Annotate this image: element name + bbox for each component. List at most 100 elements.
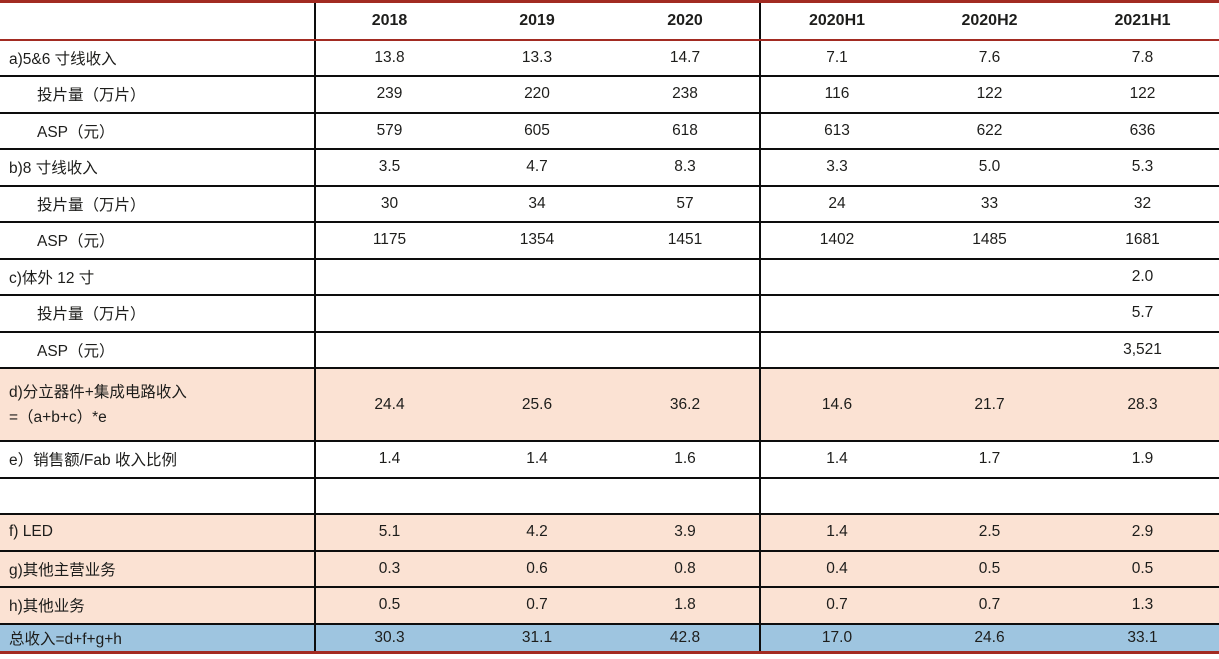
value-cell: 5.3: [1066, 149, 1219, 187]
value-cell: 0.5: [913, 550, 1066, 588]
row-label: d)分立器件+集成电路收入 =（a+b+c）*e: [0, 368, 316, 442]
row-label: f) LED: [0, 514, 316, 552]
table-row: ASP（元） 1175 1354 1451 1402 1485 1681: [0, 222, 1219, 260]
value-cell: 7.1: [760, 39, 913, 77]
value-cell: 34: [463, 185, 611, 223]
value-cell: [611, 295, 761, 333]
value-cell: 1.6: [611, 441, 761, 479]
value-cell: [913, 477, 1066, 515]
table-row: h)其他业务 0.5 0.7 1.8 0.7 0.7 1.3: [0, 587, 1219, 625]
table-row: 总收入=d+f+g+h 30.3 31.1 42.8 17.0 24.6 33.1: [0, 623, 1219, 653]
value-cell: 1354: [463, 222, 611, 260]
value-cell: 622: [913, 112, 1066, 150]
value-cell: [611, 258, 761, 296]
value-cell: [315, 295, 463, 333]
value-cell: 30.3: [315, 623, 463, 653]
value-cell: [913, 258, 1066, 296]
table-body: a)5&6 寸线收入 13.8 13.3 14.7 7.1 7.6 7.8 投片量（万片） 23…: [0, 39, 1219, 653]
value-cell: 31.1: [463, 623, 611, 653]
column-header-2020h2: 2020H2: [913, 1, 1066, 41]
table-row: 投片量（万片） 30 34 57 24 33 32: [0, 185, 1219, 223]
value-cell: 28.3: [1066, 368, 1219, 442]
value-cell: 2.9: [1066, 514, 1219, 552]
value-cell: 57: [611, 185, 761, 223]
value-cell: 4.2: [463, 514, 611, 552]
table-row: c)体外 12 寸 2.0: [0, 258, 1219, 296]
value-cell: [760, 258, 913, 296]
value-cell: [913, 295, 1066, 333]
value-cell: [463, 295, 611, 333]
table-row: f) LED 5.1 4.2 3.9 1.4 2.5 2.9: [0, 514, 1219, 552]
value-cell: 7.6: [913, 39, 1066, 77]
value-cell: 14.7: [611, 39, 761, 77]
value-cell: 5.7: [1066, 295, 1219, 333]
value-cell: 3.9: [611, 514, 761, 552]
value-cell: 1175: [315, 222, 463, 260]
value-cell: 5.0: [913, 149, 1066, 187]
row-label: 投片量（万片）: [0, 185, 316, 223]
value-cell: 14.6: [760, 368, 913, 442]
value-cell: 122: [913, 76, 1066, 114]
value-cell: 605: [463, 112, 611, 150]
value-cell: 0.4: [760, 550, 913, 588]
value-cell: [463, 331, 611, 369]
row-label: h)其他业务: [0, 587, 316, 625]
value-cell: 238: [611, 76, 761, 114]
value-cell: 1.4: [760, 441, 913, 479]
row-label: ASP（元）: [0, 222, 316, 260]
column-header-2020: 2020: [611, 1, 761, 41]
value-cell: [760, 477, 913, 515]
header-empty-cell: [0, 1, 316, 41]
value-cell: 1485: [913, 222, 1066, 260]
row-label: ASP（元）: [0, 331, 316, 369]
value-cell: 3.3: [760, 149, 913, 187]
row-label: b)8 寸线收入: [0, 149, 316, 187]
column-header-2020h1: 2020H1: [760, 1, 913, 41]
value-cell: 0.7: [760, 587, 913, 625]
value-cell: [315, 331, 463, 369]
value-cell: [611, 331, 761, 369]
row-label: 总收入=d+f+g+h: [0, 623, 316, 653]
table-row: ASP（元） 3,521: [0, 331, 1219, 369]
table-row: [0, 477, 1219, 515]
value-cell: 116: [760, 76, 913, 114]
value-cell: 5.1: [315, 514, 463, 552]
value-cell: 33.1: [1066, 623, 1219, 653]
value-cell: 0.7: [463, 587, 611, 625]
table-row: ASP（元） 579 605 618 613 622 636: [0, 112, 1219, 150]
value-cell: 220: [463, 76, 611, 114]
value-cell: 36.2: [611, 368, 761, 442]
value-cell: 21.7: [913, 368, 1066, 442]
value-cell: 1.7: [913, 441, 1066, 479]
value-cell: 2.5: [913, 514, 1066, 552]
row-label: 投片量（万片）: [0, 295, 316, 333]
row-label: 投片量（万片）: [0, 76, 316, 114]
row-label: e）销售额/Fab 收入比例: [0, 441, 316, 479]
table-row: g)其他主营业务 0.3 0.6 0.8 0.4 0.5 0.5: [0, 550, 1219, 588]
value-cell: [1066, 477, 1219, 515]
value-cell: 8.3: [611, 149, 761, 187]
value-cell: 1.4: [463, 441, 611, 479]
value-cell: 1.4: [760, 514, 913, 552]
value-cell: 32: [1066, 185, 1219, 223]
value-cell: 1.8: [611, 587, 761, 625]
value-cell: 13.8: [315, 39, 463, 77]
value-cell: 579: [315, 112, 463, 150]
value-cell: 0.8: [611, 550, 761, 588]
row-label-line1: d)分立器件+集成电路收入: [9, 383, 187, 401]
column-header-2018: 2018: [315, 1, 463, 41]
value-cell: 1451: [611, 222, 761, 260]
table-row: d)分立器件+集成电路收入 =（a+b+c）*e 24.4 25.6 36.2 14.6 2…: [0, 368, 1219, 442]
value-cell: 24.4: [315, 368, 463, 442]
value-cell: 33: [913, 185, 1066, 223]
table-row: a)5&6 寸线收入 13.8 13.3 14.7 7.1 7.6 7.8: [0, 39, 1219, 77]
value-cell: [315, 477, 463, 515]
value-cell: 3.5: [315, 149, 463, 187]
value-cell: 1.3: [1066, 587, 1219, 625]
table-header-row: 2018 2019 2020 2020H1 2020H2 2021H1: [0, 1, 1219, 41]
value-cell: 3,521: [1066, 331, 1219, 369]
value-cell: 7.8: [1066, 39, 1219, 77]
value-cell: 618: [611, 112, 761, 150]
value-cell: 613: [760, 112, 913, 150]
